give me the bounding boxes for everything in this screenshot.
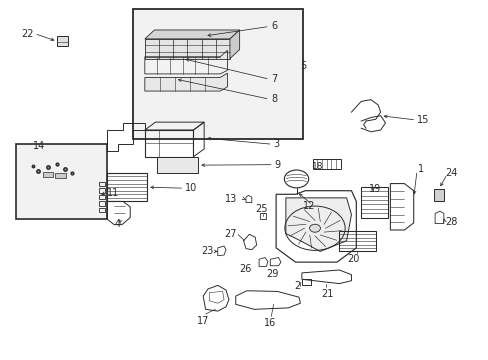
Polygon shape [144,73,227,91]
Circle shape [309,224,320,232]
Text: 14: 14 [33,141,45,151]
Bar [99,195,105,199]
Bar [99,182,105,186]
Text: 2: 2 [294,282,300,292]
Bar [99,201,105,206]
Text: 21: 21 [320,289,333,298]
Bar [99,188,105,193]
Text: 19: 19 [368,184,380,194]
Bar [260,213,265,219]
Text: 12: 12 [302,201,315,211]
Text: 7: 7 [271,74,277,84]
Text: 6: 6 [271,21,277,31]
Text: 1: 1 [417,164,423,174]
Text: 29: 29 [266,269,278,279]
Bar [433,189,443,202]
Text: 15: 15 [416,115,428,125]
Bar [55,173,65,178]
Text: 16: 16 [264,318,276,328]
Bar [16,144,107,219]
Text: 8: 8 [271,94,277,104]
Bar [144,130,193,157]
Polygon shape [144,39,229,59]
Text: 17: 17 [197,316,209,327]
Text: 10: 10 [185,183,197,193]
Text: 18: 18 [311,162,323,171]
Bar [157,157,198,173]
Bar [99,207,105,212]
Bar [339,231,375,251]
Polygon shape [144,30,239,39]
Text: 11: 11 [107,188,120,198]
Bar [361,187,387,217]
Polygon shape [229,30,239,59]
Text: 24: 24 [444,168,456,178]
Text: 9: 9 [274,159,280,170]
Text: 22: 22 [21,28,33,39]
Text: 27: 27 [224,229,237,239]
Bar [42,172,53,177]
Text: 3: 3 [273,139,279,149]
Text: 26: 26 [239,264,251,274]
Text: 23: 23 [201,247,214,256]
Text: 13: 13 [224,194,237,203]
Bar [57,36,68,46]
Bar [132,9,302,139]
Bar [107,173,147,202]
Text: 25: 25 [255,203,267,213]
Text: 4: 4 [115,219,121,229]
Polygon shape [285,198,351,251]
Text: 28: 28 [445,217,457,227]
Bar [312,159,340,169]
Text: 20: 20 [346,253,359,264]
Text: 5: 5 [300,61,306,71]
